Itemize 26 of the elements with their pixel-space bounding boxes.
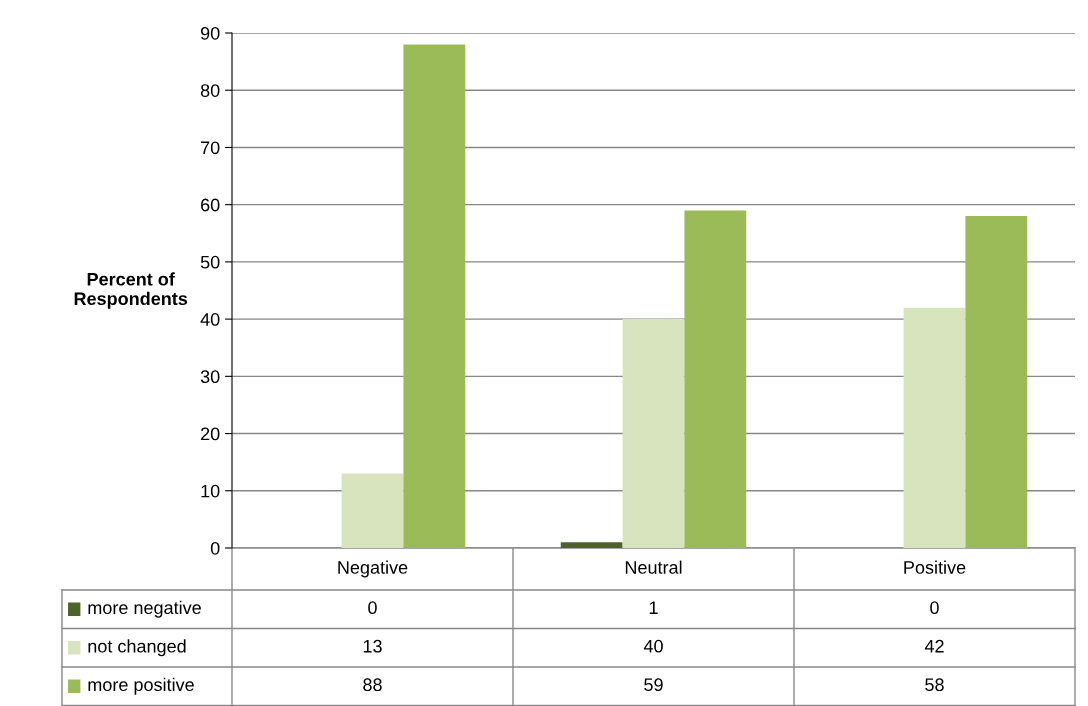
- data-label: 59: [644, 678, 663, 692]
- y-tick-label: 70: [201, 141, 220, 155]
- x-tick-label: Negative: [338, 560, 408, 578]
- x-tick-label: Neutral: [625, 560, 682, 574]
- data-label: 58: [925, 678, 944, 692]
- y-tick-label: 60: [201, 198, 220, 212]
- y-tick-label: 80: [200, 84, 220, 97]
- y-tick-label: 0: [210, 541, 220, 555]
- legend-label: not changed: [88, 639, 186, 657]
- y-tick-label: 90: [200, 26, 220, 40]
- x-tick-label: Positive: [904, 560, 966, 574]
- y-axis-title: Percent of Respondents: [74, 272, 188, 309]
- y-tick-label: 20: [201, 427, 220, 441]
- data-label: 40: [643, 639, 663, 653]
- y-tick-label: 30: [200, 370, 220, 384]
- y-tick-label: 50: [200, 255, 220, 269]
- y-tick-label: 10: [201, 484, 220, 498]
- data-label: 1: [649, 601, 658, 614]
- data-label: 0: [368, 601, 377, 615]
- data-label: 42: [924, 639, 944, 653]
- data-label: 0: [930, 601, 939, 615]
- legend-label: more negative: [88, 600, 201, 618]
- data-label: 88: [363, 678, 382, 692]
- data-label: 13: [363, 639, 382, 653]
- legend-label: more positive: [88, 677, 194, 695]
- y-tick-label: 40: [200, 313, 220, 326]
